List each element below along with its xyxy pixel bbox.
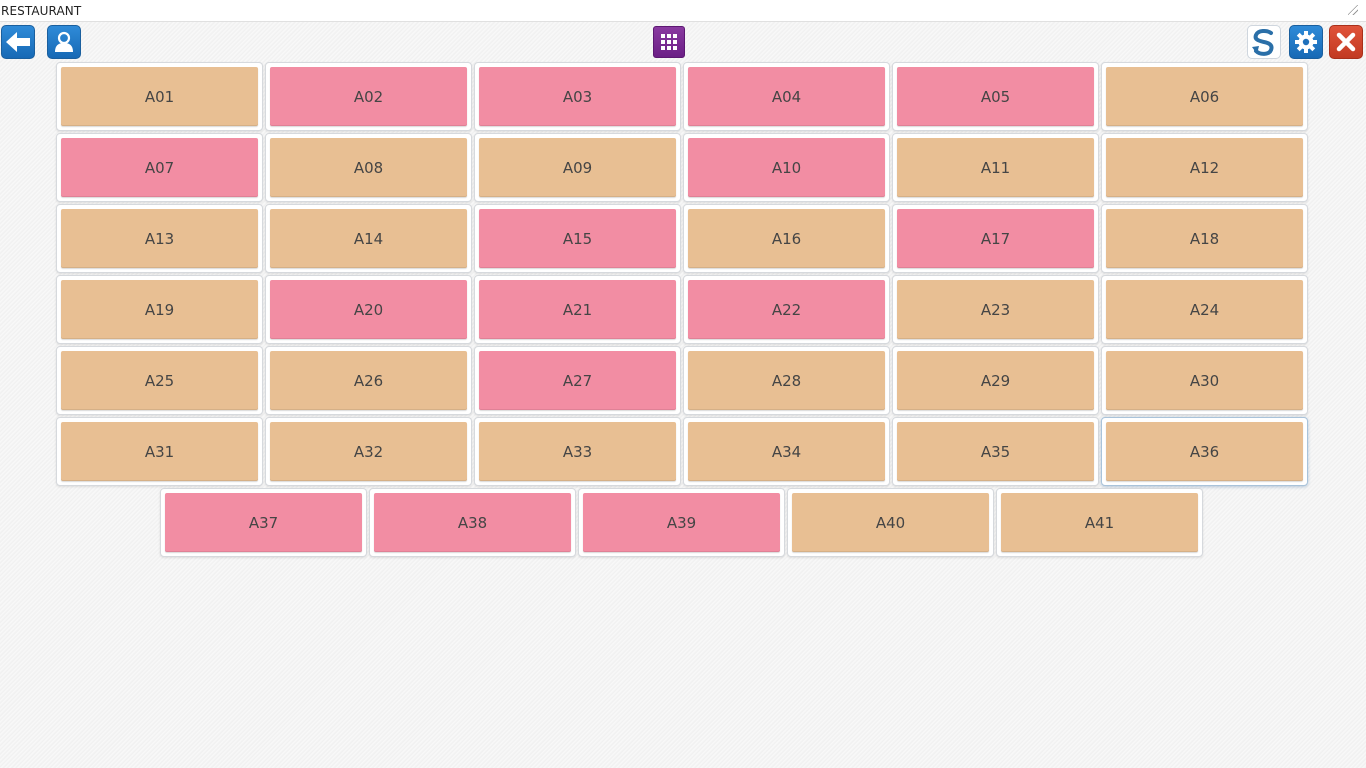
table-button-a17[interactable]: A17 [897, 209, 1094, 268]
table-cell: A20 [265, 275, 472, 344]
table-cell: A22 [683, 275, 890, 344]
table-button-a40[interactable]: A40 [792, 493, 989, 552]
table-button-a37[interactable]: A37 [165, 493, 362, 552]
arrow-left-icon [6, 32, 30, 52]
table-button-a10[interactable]: A10 [688, 138, 885, 197]
table-cell: A30 [1101, 346, 1308, 415]
table-cell: A35 [892, 417, 1099, 486]
close-icon [1336, 32, 1356, 52]
table-button-a28[interactable]: A28 [688, 351, 885, 410]
table-cell: A08 [265, 133, 472, 202]
table-cell: A38 [369, 488, 576, 557]
table-button-a16[interactable]: A16 [688, 209, 885, 268]
table-button-a25[interactable]: A25 [61, 351, 258, 410]
table-cell: A13 [56, 204, 263, 273]
table-cell: A18 [1101, 204, 1308, 273]
table-button-a07[interactable]: A07 [61, 138, 258, 197]
table-cell: A04 [683, 62, 890, 131]
table-button-a20[interactable]: A20 [270, 280, 467, 339]
table-button-a27[interactable]: A27 [479, 351, 676, 410]
table-cell: A28 [683, 346, 890, 415]
table-cell: A07 [56, 133, 263, 202]
table-button-a19[interactable]: A19 [61, 280, 258, 339]
table-button-a33[interactable]: A33 [479, 422, 676, 481]
table-cell: A21 [474, 275, 681, 344]
table-cell: A34 [683, 417, 890, 486]
table-cell: A25 [56, 346, 263, 415]
table-cell: A27 [474, 346, 681, 415]
table-cell: A32 [265, 417, 472, 486]
table-cell: A01 [56, 62, 263, 131]
gear-icon [1295, 31, 1317, 53]
table-cell: A29 [892, 346, 1099, 415]
table-button-a15[interactable]: A15 [479, 209, 676, 268]
table-cell: A14 [265, 204, 472, 273]
table-cell: A26 [265, 346, 472, 415]
table-button-a34[interactable]: A34 [688, 422, 885, 481]
window-title: RESTAURANT [1, 4, 82, 18]
table-button-a02[interactable]: A02 [270, 67, 467, 126]
table-cell: A37 [160, 488, 367, 557]
table-button-a08[interactable]: A08 [270, 138, 467, 197]
table-button-a29[interactable]: A29 [897, 351, 1094, 410]
table-cell: A11 [892, 133, 1099, 202]
table-button-a23[interactable]: A23 [897, 280, 1094, 339]
table-cell: A39 [578, 488, 785, 557]
table-button-a05[interactable]: A05 [897, 67, 1094, 126]
resize-grip-icon[interactable] [1348, 5, 1358, 15]
table-button-a01[interactable]: A01 [61, 67, 258, 126]
user-button[interactable] [47, 25, 81, 59]
table-button-a21[interactable]: A21 [479, 280, 676, 339]
table-button-a12[interactable]: A12 [1106, 138, 1303, 197]
table-cell: A31 [56, 417, 263, 486]
title-bar: RESTAURANT [0, 0, 1366, 22]
table-cell: A02 [265, 62, 472, 131]
table-cell: A41 [996, 488, 1203, 557]
table-cell: A03 [474, 62, 681, 131]
user-icon [55, 31, 73, 52]
table-button-a13[interactable]: A13 [61, 209, 258, 268]
table-cell: A36 [1101, 417, 1308, 486]
table-button-a32[interactable]: A32 [270, 422, 467, 481]
sync-icon [1252, 28, 1274, 56]
table-button-a39[interactable]: A39 [583, 493, 780, 552]
table-cell: A40 [787, 488, 994, 557]
table-cell: A10 [683, 133, 890, 202]
table-button-a22[interactable]: A22 [688, 280, 885, 339]
grid-icon [661, 34, 677, 50]
table-button-a11[interactable]: A11 [897, 138, 1094, 197]
table-button-a31[interactable]: A31 [61, 422, 258, 481]
table-button-a14[interactable]: A14 [270, 209, 467, 268]
table-button-a36[interactable]: A36 [1106, 422, 1303, 481]
back-button[interactable] [1, 25, 35, 59]
table-button-a30[interactable]: A30 [1106, 351, 1303, 410]
table-button-a18[interactable]: A18 [1106, 209, 1303, 268]
table-button-a35[interactable]: A35 [897, 422, 1094, 481]
table-cell: A33 [474, 417, 681, 486]
table-button-a03[interactable]: A03 [479, 67, 676, 126]
table-cell: A12 [1101, 133, 1308, 202]
table-cell: A16 [683, 204, 890, 273]
settings-button[interactable] [1289, 25, 1323, 59]
table-button-a24[interactable]: A24 [1106, 280, 1303, 339]
table-button-a09[interactable]: A09 [479, 138, 676, 197]
close-button[interactable] [1329, 25, 1363, 59]
sync-button[interactable] [1247, 25, 1281, 59]
table-cell: A05 [892, 62, 1099, 131]
table-cell: A19 [56, 275, 263, 344]
table-button-a06[interactable]: A06 [1106, 67, 1303, 126]
table-button-a38[interactable]: A38 [374, 493, 571, 552]
table-cell: A23 [892, 275, 1099, 344]
table-button-a41[interactable]: A41 [1001, 493, 1198, 552]
table-cell: A09 [474, 133, 681, 202]
table-button-a26[interactable]: A26 [270, 351, 467, 410]
table-cell: A17 [892, 204, 1099, 273]
table-cell: A24 [1101, 275, 1308, 344]
table-cell: A06 [1101, 62, 1308, 131]
table-button-a04[interactable]: A04 [688, 67, 885, 126]
grid-menu-button[interactable] [653, 26, 685, 58]
table-cell: A15 [474, 204, 681, 273]
